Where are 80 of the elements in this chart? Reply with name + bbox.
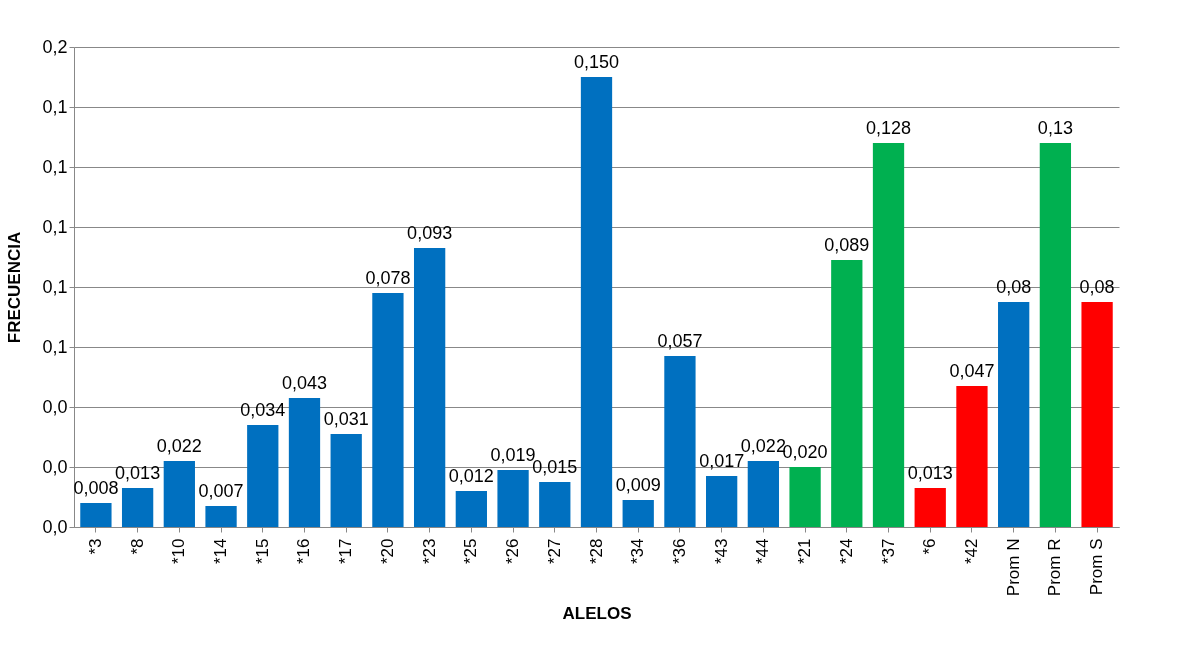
- bar: [998, 302, 1030, 527]
- bar: [706, 476, 738, 527]
- x-tick-label: *15: [252, 538, 272, 565]
- x-tick-label: *42: [961, 538, 981, 565]
- y-tick-label: 0,0: [42, 456, 68, 477]
- y-tick-label: 0,0: [42, 516, 68, 537]
- x-tick-label: Prom R: [1045, 538, 1065, 597]
- y-axis-title: FRECUENCIA: [5, 231, 25, 344]
- x-tick-label: *6: [920, 538, 940, 555]
- y-tick-label: 0,1: [42, 216, 68, 237]
- data-label: 0,057: [657, 331, 703, 351]
- bar: [497, 470, 529, 527]
- bar: [330, 434, 362, 527]
- x-tick-label: *44: [753, 538, 773, 565]
- data-label: 0,031: [323, 409, 369, 429]
- x-tick-label: *37: [878, 538, 898, 565]
- data-label: 0,007: [198, 481, 244, 501]
- bar: [121, 488, 154, 527]
- y-tick-label: 0,1: [42, 96, 68, 117]
- x-tick-label: *17: [336, 538, 356, 565]
- x-tick-label: *8: [127, 538, 147, 555]
- bar: [831, 260, 863, 527]
- data-label: 0,08: [996, 277, 1032, 297]
- x-tick-label: *28: [586, 538, 606, 565]
- data-label: 0,047: [949, 361, 995, 381]
- y-tick-label: 0,1: [42, 156, 68, 177]
- y-tick-label: 0,1: [42, 336, 68, 357]
- bar: [664, 356, 696, 527]
- bar: [205, 506, 237, 527]
- data-label: 0,013: [907, 463, 953, 483]
- x-tick-label: Prom N: [1003, 538, 1023, 597]
- x-tick-label: *34: [628, 538, 648, 565]
- x-tick-label: *3: [85, 538, 105, 555]
- bar: [622, 500, 654, 527]
- bar: [288, 398, 321, 527]
- x-tick-label: *26: [503, 538, 523, 565]
- bar: [1039, 143, 1072, 527]
- data-label: 0,078: [365, 268, 411, 288]
- bar: [914, 488, 946, 527]
- bar: [956, 386, 988, 527]
- bar: [455, 491, 487, 527]
- bar: [247, 425, 279, 527]
- bar: [163, 461, 195, 527]
- x-tick-label: *20: [377, 538, 397, 565]
- x-tick-label: *10: [169, 538, 189, 565]
- bar: [80, 503, 112, 527]
- data-label: 0,128: [865, 118, 912, 138]
- x-tick-label: *16: [294, 538, 314, 565]
- data-label: 0,017: [699, 451, 745, 471]
- x-tick-label: Prom S: [1087, 538, 1107, 596]
- bar: [413, 248, 446, 527]
- y-tick-label: 0,1: [42, 276, 68, 297]
- data-label: 0,034: [240, 400, 286, 420]
- data-label: 0,093: [407, 223, 453, 243]
- x-tick-label: *43: [711, 538, 731, 565]
- y-tick-label: 0,2: [42, 36, 68, 57]
- x-tick-label: *23: [419, 538, 439, 565]
- bar: [580, 77, 613, 527]
- x-tick-label: *14: [211, 538, 231, 565]
- data-label: 0,13: [1037, 118, 1073, 138]
- bar: [539, 482, 571, 527]
- x-tick-label: *21: [795, 538, 815, 565]
- data-label: 0,043: [281, 373, 328, 393]
- data-label: 0,08: [1079, 277, 1115, 297]
- data-label: 0,089: [824, 235, 870, 255]
- x-tick-label: *25: [461, 538, 481, 565]
- bar: [1081, 302, 1113, 527]
- data-label: 0,150: [573, 52, 620, 72]
- y-tick-label: 0,0: [42, 396, 68, 417]
- x-tick-label: *36: [669, 538, 689, 565]
- data-label: 0,009: [615, 475, 661, 495]
- x-axis-title: ALELOS: [562, 604, 632, 624]
- bar: [747, 461, 780, 527]
- bar: [789, 467, 821, 527]
- x-tick-label: *24: [836, 538, 856, 565]
- data-label: 0,022: [156, 436, 202, 456]
- bar: [872, 143, 905, 527]
- x-tick-label: *27: [544, 538, 564, 565]
- data-label: 0,012: [448, 466, 494, 486]
- bar: [372, 293, 404, 527]
